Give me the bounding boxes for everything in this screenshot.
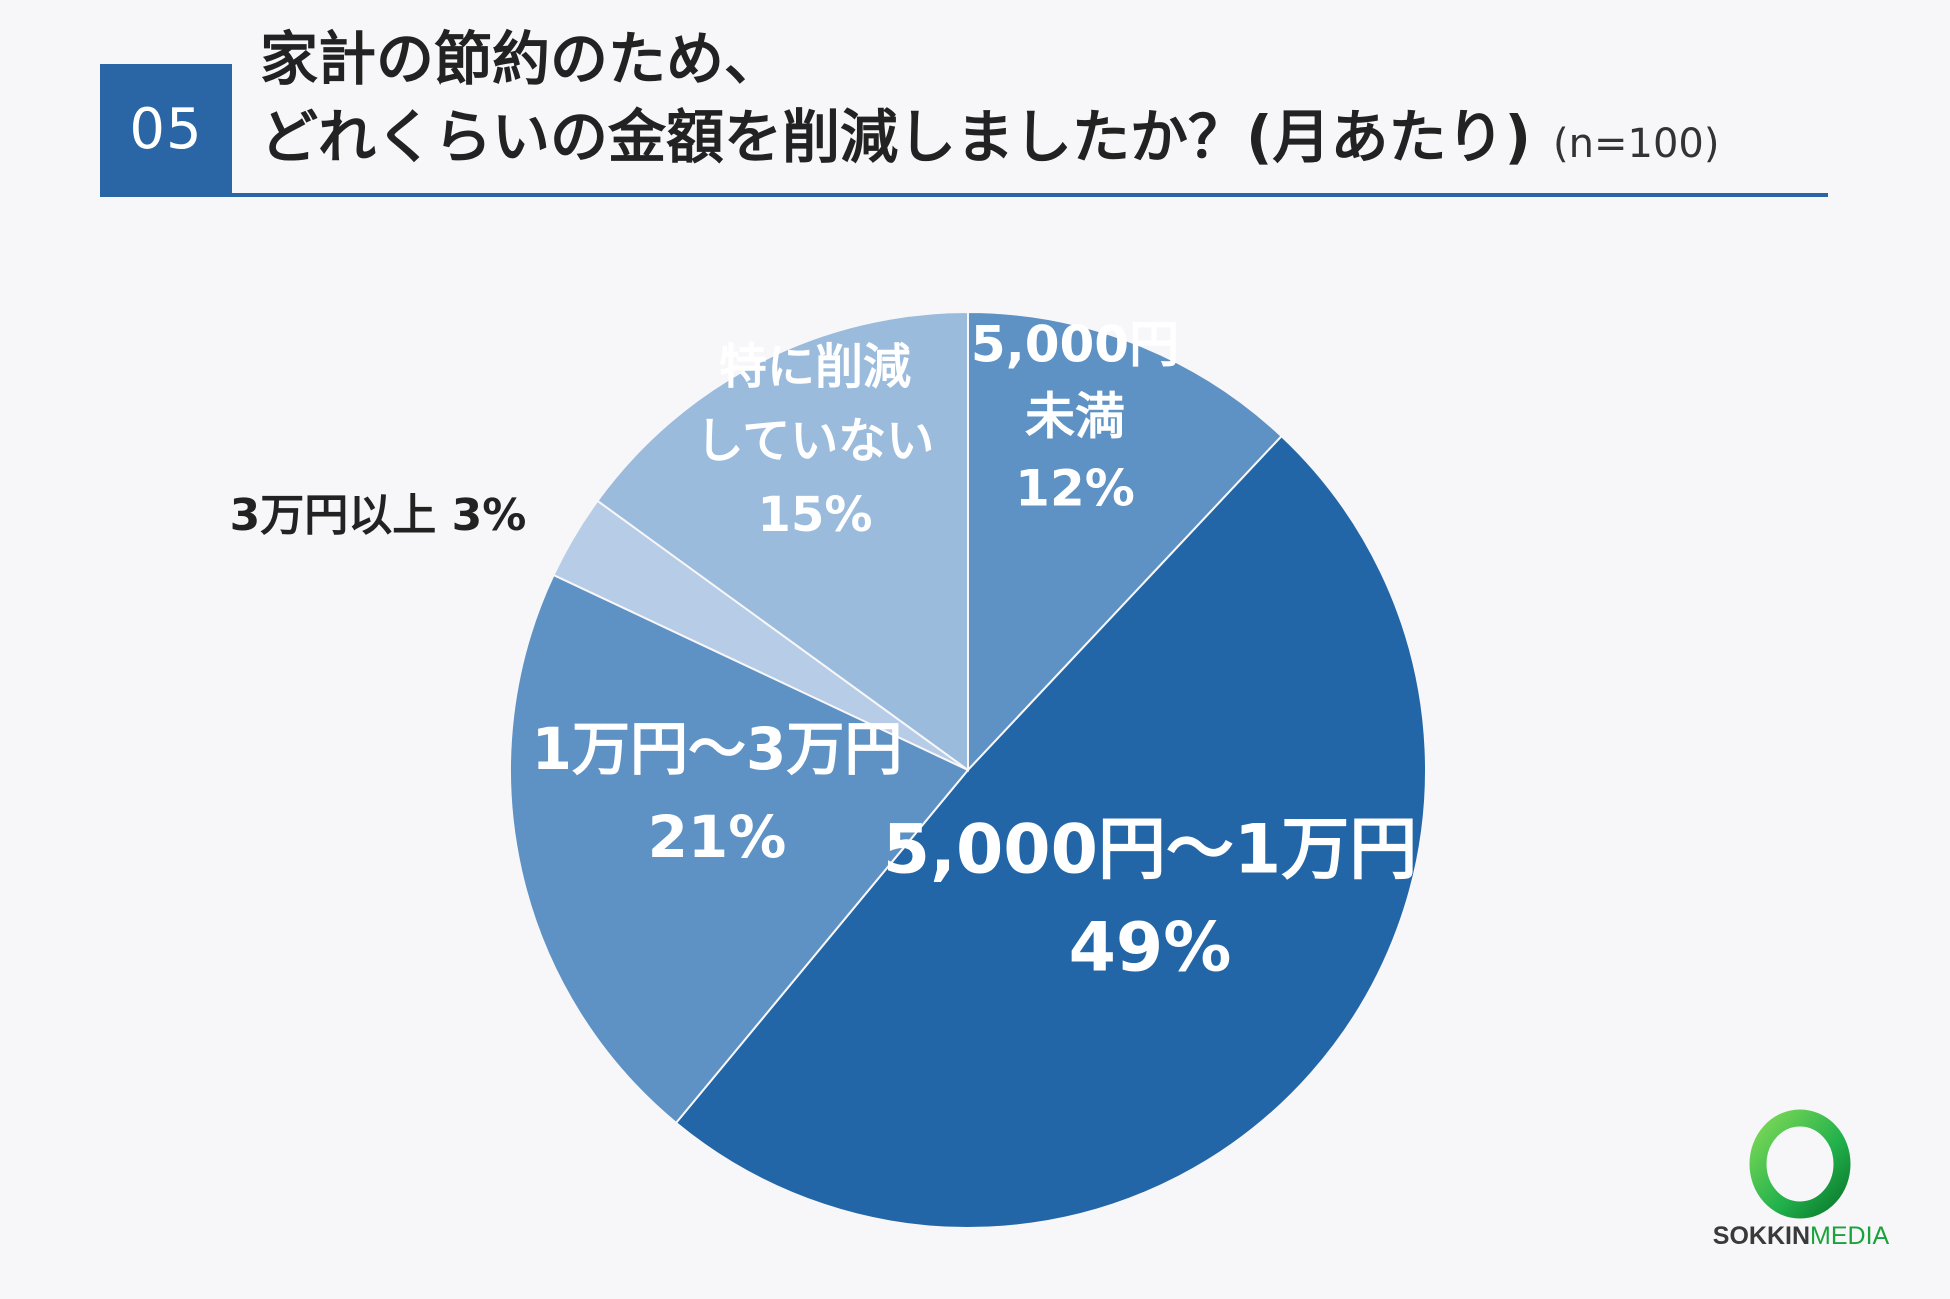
pie-slice bbox=[509, 573, 970, 1125]
slice-label: 15% bbox=[758, 487, 873, 543]
pie-slice bbox=[674, 434, 1428, 1230]
chart-header: 05 家計の節約のため、 どれくらいの金額を削減しましたか？(月あたり) (n=1… bbox=[100, 0, 1828, 197]
slice-label: 未満 bbox=[1025, 388, 1125, 446]
slice-label: 3万円以上 3% bbox=[230, 490, 527, 541]
slice-label: 21% bbox=[648, 803, 787, 871]
pie-slice bbox=[967, 310, 1283, 773]
logo-brand-text: SOKKIN bbox=[1712, 1222, 1811, 1250]
sokkin-media-logo: SOKKINMEDIA bbox=[1696, 1104, 1906, 1254]
chart-title-text: どれくらいの金額を削減しましたか？(月あたり) bbox=[260, 103, 1532, 171]
slice-label: 1万円〜3万円 bbox=[532, 715, 903, 783]
slice-label: 5,000円 bbox=[971, 316, 1179, 374]
slice-label: 5,000円〜1万円 bbox=[883, 811, 1417, 890]
slice-label: 49% bbox=[1069, 909, 1232, 988]
pie-slice bbox=[596, 310, 969, 772]
slice-label: 特に削減 bbox=[719, 339, 911, 395]
chart-title-line-1: 家計の節約のため、 bbox=[260, 25, 783, 93]
slice-label: していない bbox=[696, 413, 935, 469]
sample-size-label: (n=100) bbox=[1553, 121, 1720, 167]
chart-title-line-2: どれくらいの金額を削減しましたか？(月あたり) (n=100) bbox=[260, 108, 1719, 166]
header-divider bbox=[100, 193, 1828, 197]
question-number-badge: 05 bbox=[100, 64, 232, 194]
slice-label: 12% bbox=[1015, 460, 1135, 518]
logo-brand-suffix: MEDIA bbox=[1810, 1222, 1890, 1250]
logo-wordmark: SOKKINMEDIA bbox=[1696, 1222, 1906, 1251]
logo-ring-icon bbox=[1749, 1109, 1851, 1219]
